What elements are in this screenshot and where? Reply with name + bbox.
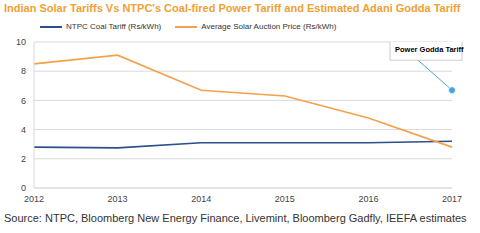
- html-text:NTPC Coal Tariff (Rs/kWh): NTPC Coal Tariff (Rs/kWh): [66, 22, 162, 31]
- svg-text:10: 10: [16, 37, 26, 47]
- svg-text:0: 0: [21, 183, 26, 193]
- svg-text:2014: 2014: [191, 194, 211, 204]
- svg-text:2: 2: [21, 154, 26, 164]
- svg-text:8: 8: [21, 66, 26, 76]
- html-text:Source: NTPC, Bloomberg New En: Source: NTPC, Bloomberg New Energy Finan…: [4, 212, 467, 224]
- svg-text:2013: 2013: [108, 194, 128, 204]
- html-text:Indian Solar Tariffs Vs NTPC's: Indian Solar Tariffs Vs NTPC's Coal-fire…: [4, 2, 461, 14]
- html-text:Average Solar Auction Price (R: Average Solar Auction Price (Rs/kWh): [201, 22, 337, 31]
- svg-text:2015: 2015: [275, 194, 295, 204]
- svg-text:2012: 2012: [24, 194, 44, 204]
- svg-text:6: 6: [21, 96, 26, 106]
- svg-text:Estimated Adani: Estimated Adani: [395, 42, 453, 43]
- svg-text:2016: 2016: [358, 194, 378, 204]
- svg-text:2017: 2017: [442, 194, 462, 204]
- svg-text:4: 4: [21, 125, 26, 135]
- svg-text:Power Godda Tariff: Power Godda Tariff: [395, 45, 464, 54]
